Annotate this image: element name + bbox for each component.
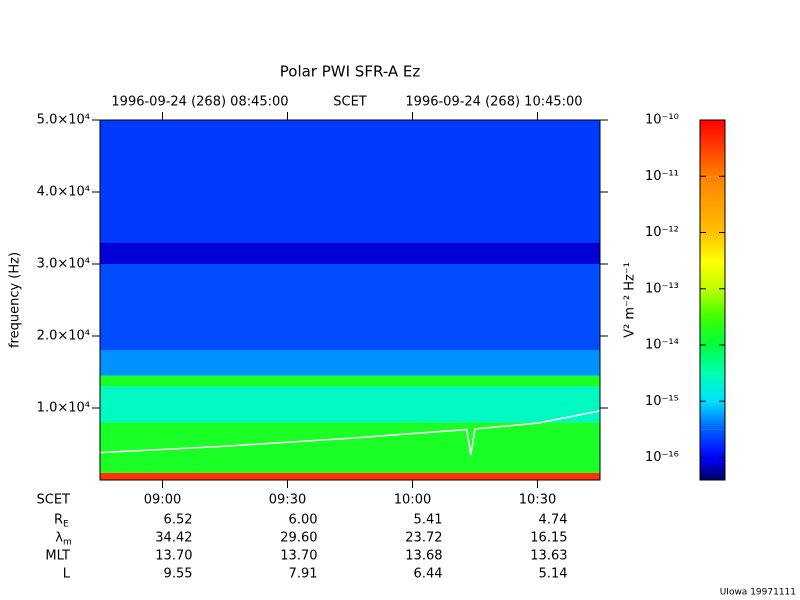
ephemeris-label: L xyxy=(63,567,71,582)
ephemeris-value: 7.91 xyxy=(289,567,318,582)
colorbar-segment xyxy=(700,232,725,261)
y-tick-label: 2.0×10⁴ xyxy=(37,329,90,344)
x-tick-label: 10:30 xyxy=(519,493,556,508)
y-tick-label: 1.0×10⁴ xyxy=(37,401,90,416)
colorbar-tick-label: 10⁻¹² xyxy=(645,225,679,240)
ephemeris-time-label: SCET xyxy=(37,493,71,508)
ephemeris-value: 5.14 xyxy=(539,567,568,582)
ephemeris-value: 29.60 xyxy=(280,531,317,546)
y-tick-label: 3.0×10⁴ xyxy=(37,257,90,272)
ephemeris-value: 13.70 xyxy=(280,549,317,564)
ephemeris-value: 16.15 xyxy=(530,531,567,546)
colorbar-tick-label: 10⁻¹⁰ xyxy=(645,113,679,128)
colorbar-tick-label: 10⁻¹³ xyxy=(645,281,679,296)
header-end: 1996-09-24 (268) 10:45:00 xyxy=(405,95,582,110)
x-tick-label: 09:30 xyxy=(269,493,306,508)
ephemeris-value: 9.55 xyxy=(164,567,193,582)
colorbar-tick-label: 10⁻¹⁶ xyxy=(645,450,679,465)
plot-frame xyxy=(99,119,601,481)
ephemeris-value: 6.00 xyxy=(289,513,318,528)
colorbar-segment xyxy=(700,288,725,317)
ephemeris-label: R xyxy=(54,513,63,528)
colorbar-segment xyxy=(700,176,725,233)
spectrogram-band xyxy=(100,386,600,423)
ephemeris-value: 6.44 xyxy=(414,567,443,582)
colorbar-segment xyxy=(700,260,725,289)
spectrogram-band xyxy=(100,242,600,264)
spectrogram-band xyxy=(100,350,600,376)
y-tick-label: 5.0×10⁴ xyxy=(37,113,90,128)
footer: UIowa 19971111 xyxy=(720,588,796,598)
ephemeris-label: λ xyxy=(55,531,63,546)
colorbar-frame xyxy=(699,119,726,481)
x-tick-label: 09:00 xyxy=(144,493,181,508)
ephemeris-label: MLT xyxy=(45,549,70,564)
header-axis: SCET xyxy=(333,95,367,110)
ephemeris-value: 23.72 xyxy=(405,531,442,546)
ephemeris-label-sub: E xyxy=(63,520,69,530)
colorbar-label: V² m⁻² Hz⁻¹ xyxy=(623,262,638,338)
colorbar-segment xyxy=(700,345,725,374)
spectrogram-band xyxy=(100,375,600,387)
trace-line xyxy=(99,410,601,455)
ephemeris-value: 5.41 xyxy=(414,513,443,528)
spectrogram-band xyxy=(100,472,600,480)
colorbar-segment xyxy=(700,401,725,430)
colorbar-tick-label: 10⁻¹⁵ xyxy=(645,394,679,409)
ephemeris-label-sub: m xyxy=(63,538,72,548)
colorbar-segment xyxy=(700,373,725,402)
ephemeris-value: 6.52 xyxy=(164,513,193,528)
spectrogram-band xyxy=(100,422,600,473)
ephemeris-value: 4.74 xyxy=(539,513,568,528)
y-tick-label: 4.0×10⁴ xyxy=(37,185,90,200)
x-tick-label: 10:00 xyxy=(394,493,431,508)
spectrogram-band xyxy=(100,120,600,243)
colorbar-segment xyxy=(700,429,725,458)
colorbar-tick-label: 10⁻¹⁴ xyxy=(645,338,679,353)
header-start: 1996-09-24 (268) 08:45:00 xyxy=(111,95,288,110)
colorbar-segment xyxy=(700,316,725,345)
spectrogram-band xyxy=(100,264,600,351)
ephemeris-value: 34.42 xyxy=(155,531,192,546)
colorbar-tick-label: 10⁻¹¹ xyxy=(645,169,679,184)
ephemeris-value: 13.68 xyxy=(405,549,442,564)
ephemeris-value: 13.70 xyxy=(155,549,192,564)
colorbar-segment xyxy=(700,120,725,177)
chart-title: Polar PWI SFR-A Ez xyxy=(280,63,421,81)
ephemeris-value: 13.63 xyxy=(530,549,567,564)
colorbar-segment xyxy=(700,457,725,480)
y-axis-label: frequency (Hz) xyxy=(8,252,23,348)
